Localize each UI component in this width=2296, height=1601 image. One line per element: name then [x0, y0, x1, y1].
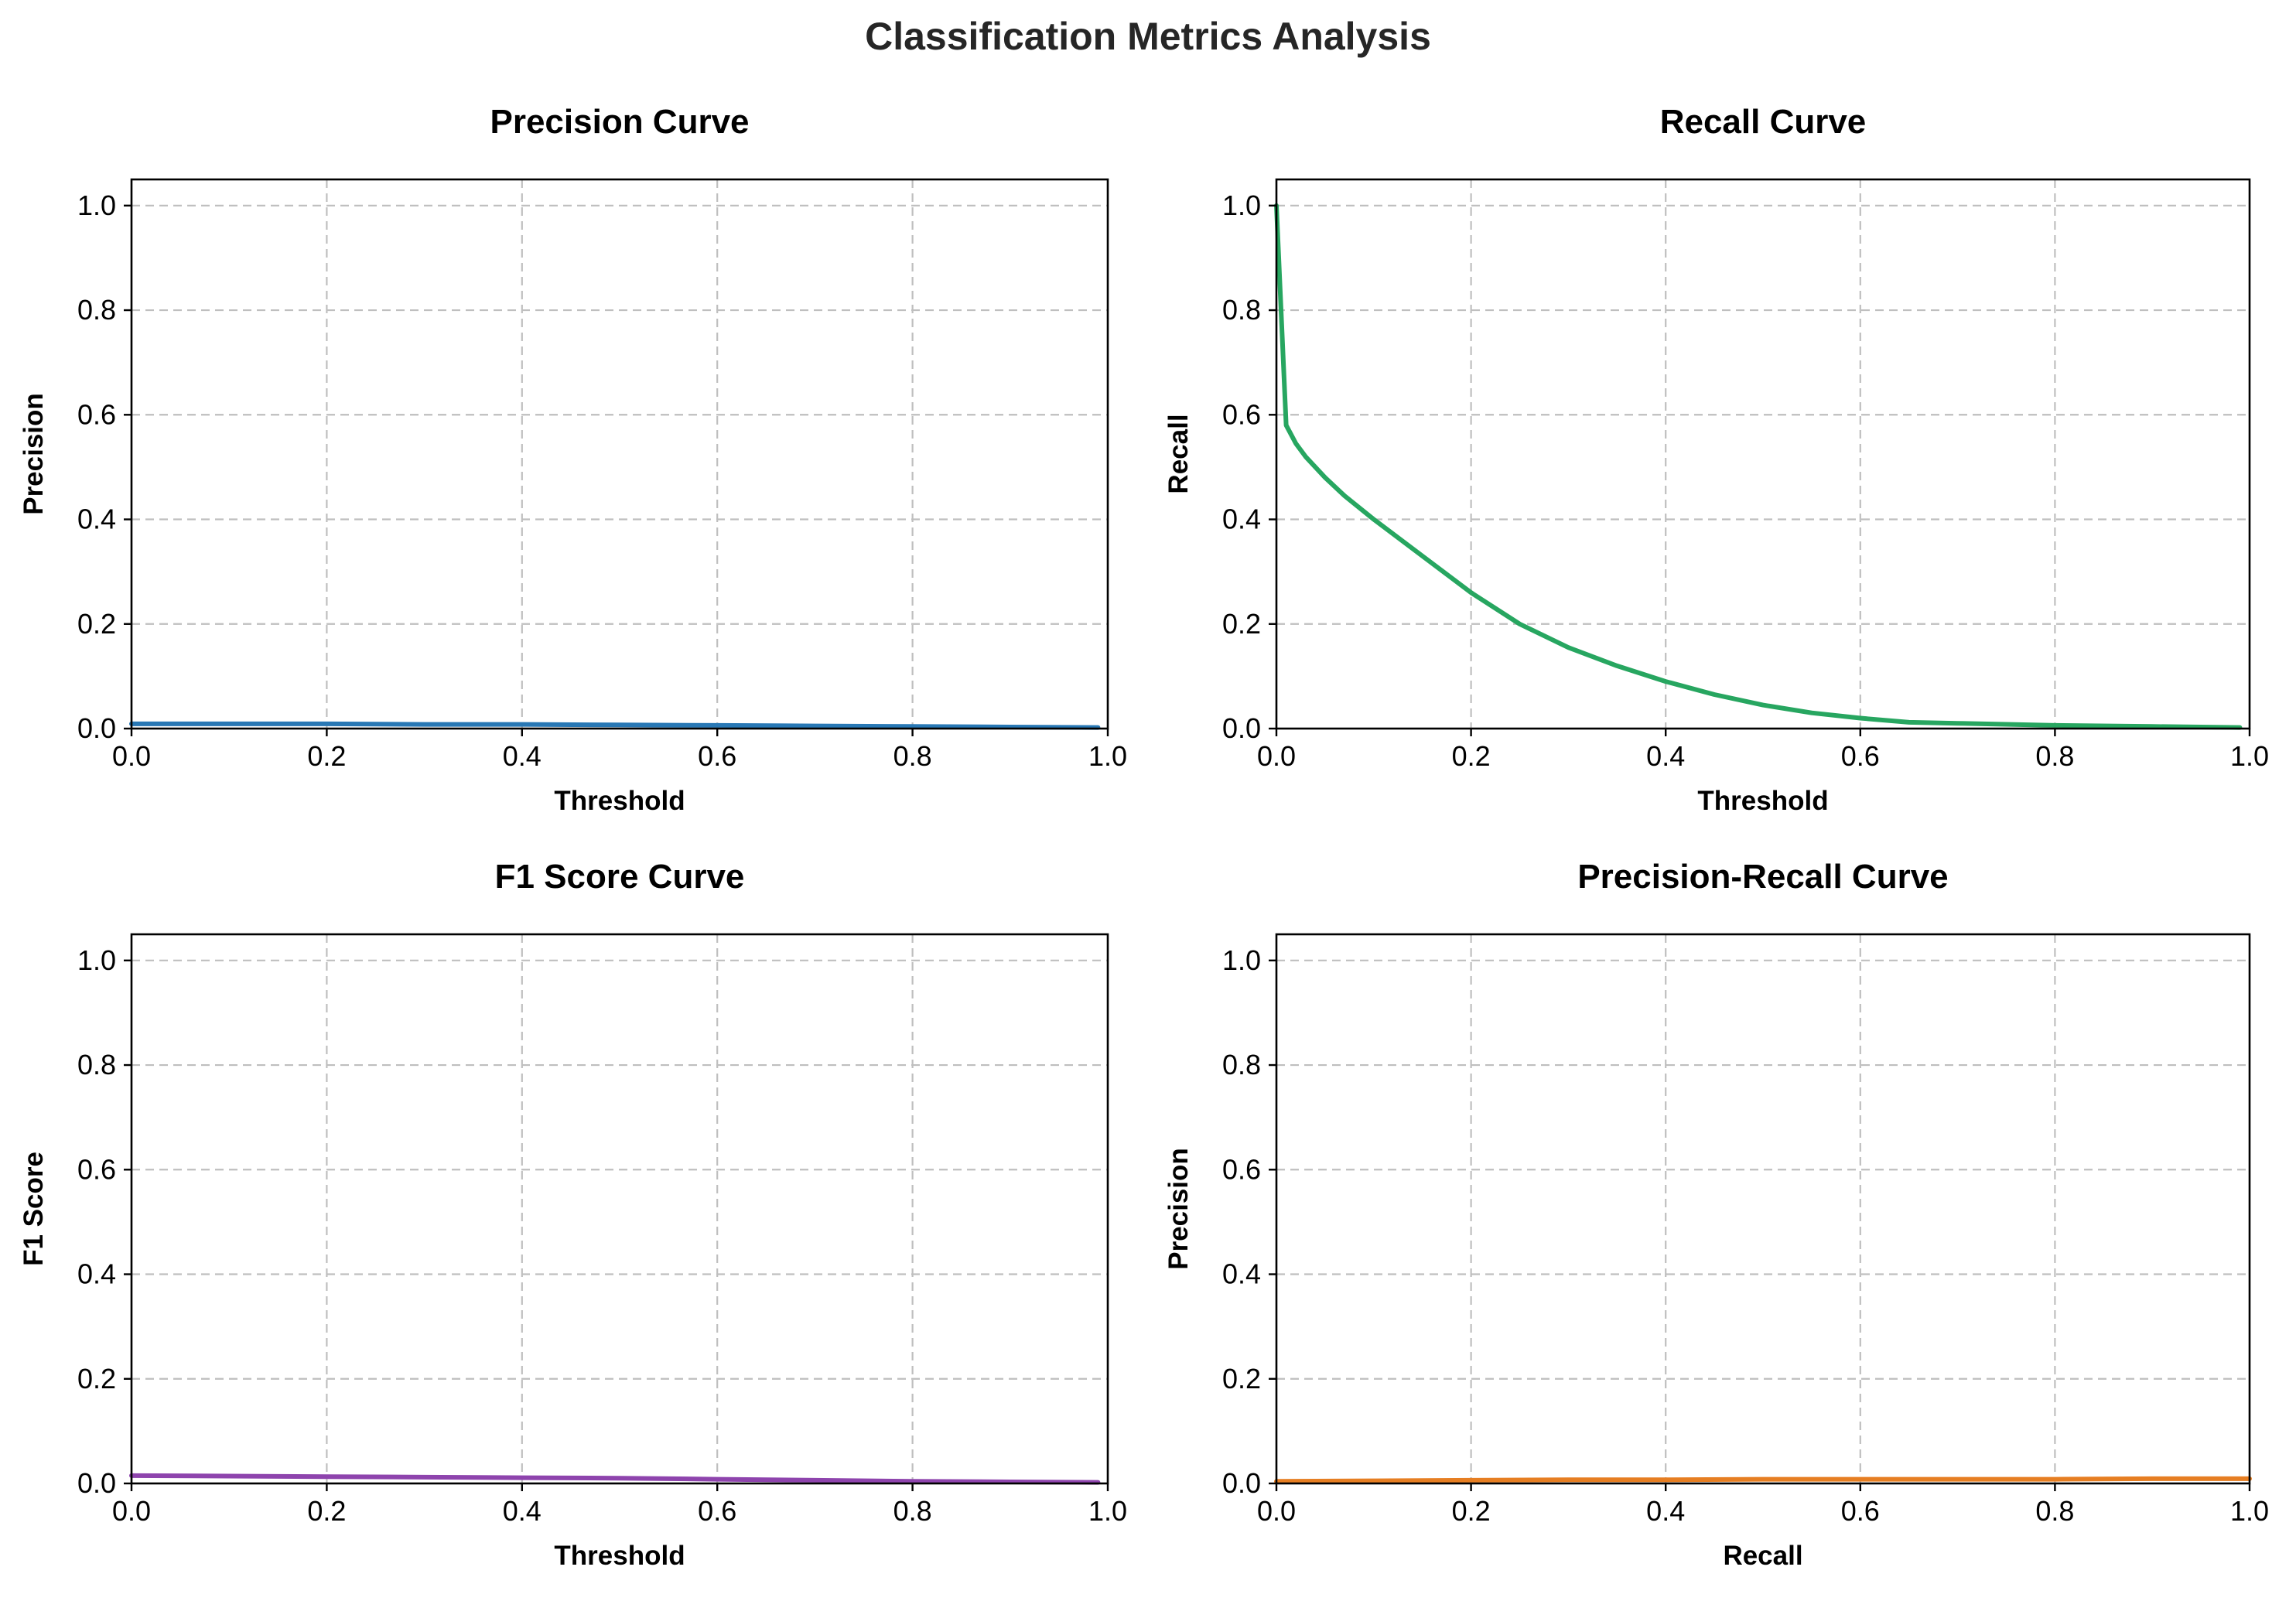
data-line	[129, 721, 1101, 730]
x-tick-label: 0.2	[1452, 1495, 1491, 1527]
x-tick-label: 0.2	[307, 740, 346, 772]
x-tick-label: 0.4	[1646, 740, 1685, 772]
x-tick-label: 0.2	[307, 1495, 346, 1527]
y-tick-label: 0.6	[77, 398, 116, 430]
plot-frame	[1275, 178, 2251, 730]
plot-frame	[1275, 933, 2251, 1485]
plot-frame	[130, 178, 1109, 730]
y-tick-label: 0.2	[1222, 1363, 1261, 1394]
x-tick-label: 1.0	[1088, 1495, 1127, 1527]
y-tick-label: 0.8	[1222, 1049, 1261, 1080]
y-axis-label: Precision	[19, 393, 49, 515]
panel-title: Recall Curve	[1660, 103, 1867, 141]
y-tick-label: 0.4	[1222, 504, 1261, 535]
x-tick-label: 0.8	[2035, 740, 2074, 772]
y-tick-label: 1.0	[77, 944, 116, 976]
x-tick-label: 1.0	[2230, 1495, 2269, 1527]
plot-frame	[130, 933, 1109, 1485]
y-tick-label: 0.8	[77, 294, 116, 326]
y-tick-label: 0.0	[1222, 712, 1261, 744]
x-tick-label: 1.0	[1088, 740, 1127, 772]
x-tick-label: 0.2	[1452, 740, 1491, 772]
panel-title: Precision-Recall Curve	[1577, 858, 1948, 896]
y-tick-label: 1.0	[1222, 189, 1261, 221]
y-axis-label: Precision	[1163, 1148, 1194, 1270]
y-tick-label: 0.4	[1222, 1258, 1261, 1290]
y-tick-label: 0.8	[77, 1049, 116, 1080]
x-axis-label: Threshold	[554, 1541, 685, 1571]
x-tick-label: 0.6	[698, 1495, 736, 1527]
y-tick-label: 1.0	[1222, 944, 1261, 976]
panel-title: F1 Score Curve	[495, 858, 745, 896]
figure-title: Classification Metrics Analysis	[865, 15, 1431, 58]
x-axis-label: Threshold	[554, 786, 685, 816]
x-tick-label: 0.8	[893, 1495, 932, 1527]
x-tick-label: 0.6	[698, 740, 736, 772]
x-tick-label: 0.4	[503, 740, 542, 772]
x-tick-label: 0.8	[2035, 1495, 2074, 1527]
y-tick-label: 1.0	[77, 189, 116, 221]
y-axis-label: F1 Score	[19, 1152, 49, 1266]
x-tick-label: 0.6	[1841, 740, 1880, 772]
x-tick-label: 0.0	[1257, 1495, 1296, 1527]
chart-panel-2: 0.0 0.2 0.4 0.6 0.8 1.0 0.0 0.2 0.4 0.6 0.8 1.0 Reca…	[1163, 103, 2269, 816]
x-tick-label: 0.6	[1841, 1495, 1880, 1527]
x-tick-label: 0.8	[893, 740, 932, 772]
y-tick-label: 0.0	[77, 1467, 116, 1499]
x-tick-label: 0.0	[1257, 740, 1296, 772]
panel-title: Precision Curve	[490, 103, 749, 141]
data-line	[1274, 1476, 2252, 1484]
y-tick-label: 0.6	[1222, 1153, 1261, 1185]
y-tick-label: 0.6	[77, 1153, 116, 1185]
chart-panel-4: 0.0 0.2 0.4 0.6 0.8 1.0 0.0 0.2 0.4 0.6 0.8 1.0 Prec…	[1163, 858, 2269, 1571]
y-tick-label: 0.4	[77, 1258, 116, 1290]
x-tick-label: 1.0	[2230, 740, 2269, 772]
data-line	[129, 1473, 1101, 1485]
x-axis-label: Threshold	[1697, 786, 1828, 816]
y-tick-label: 0.8	[1222, 294, 1261, 326]
y-tick-label: 0.0	[77, 712, 116, 744]
x-tick-label: 0.0	[112, 740, 151, 772]
data-line	[1274, 203, 2243, 730]
chart-panel-3: 0.0 0.2 0.4 0.6 0.8 1.0 0.0 0.2 0.4 0.6 0.8 1.0 F1 S…	[19, 858, 1127, 1571]
x-tick-label: 0.0	[112, 1495, 151, 1527]
y-tick-label: 0.2	[1222, 608, 1261, 640]
y-tick-label: 0.0	[1222, 1467, 1261, 1499]
y-tick-label: 0.2	[77, 1363, 116, 1394]
chart-panel-1: 0.0 0.2 0.4 0.6 0.8 1.0 0.0 0.2 0.4 0.6 0.8 1.0 Prec…	[19, 103, 1127, 816]
x-axis-label: Recall	[1723, 1541, 1802, 1571]
y-axis-label: Recall	[1163, 414, 1194, 493]
y-tick-label: 0.2	[77, 608, 116, 640]
y-tick-label: 0.4	[77, 504, 116, 535]
x-tick-label: 0.4	[1646, 1495, 1685, 1527]
y-tick-label: 0.6	[1222, 398, 1261, 430]
x-tick-label: 0.4	[503, 1495, 542, 1527]
